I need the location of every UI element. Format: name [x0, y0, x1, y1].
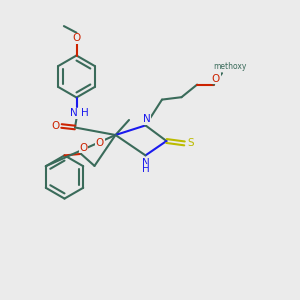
Text: methoxy: methoxy: [214, 62, 247, 71]
Text: H: H: [142, 164, 149, 175]
Text: N: N: [143, 114, 151, 124]
Text: O: O: [212, 74, 220, 84]
Text: N: N: [142, 158, 149, 168]
Text: S: S: [188, 138, 194, 148]
Text: H: H: [81, 108, 89, 118]
Text: O: O: [51, 121, 60, 131]
Text: O: O: [96, 138, 104, 148]
Text: O: O: [79, 143, 88, 153]
Text: N: N: [70, 108, 78, 118]
Text: O: O: [72, 33, 81, 43]
